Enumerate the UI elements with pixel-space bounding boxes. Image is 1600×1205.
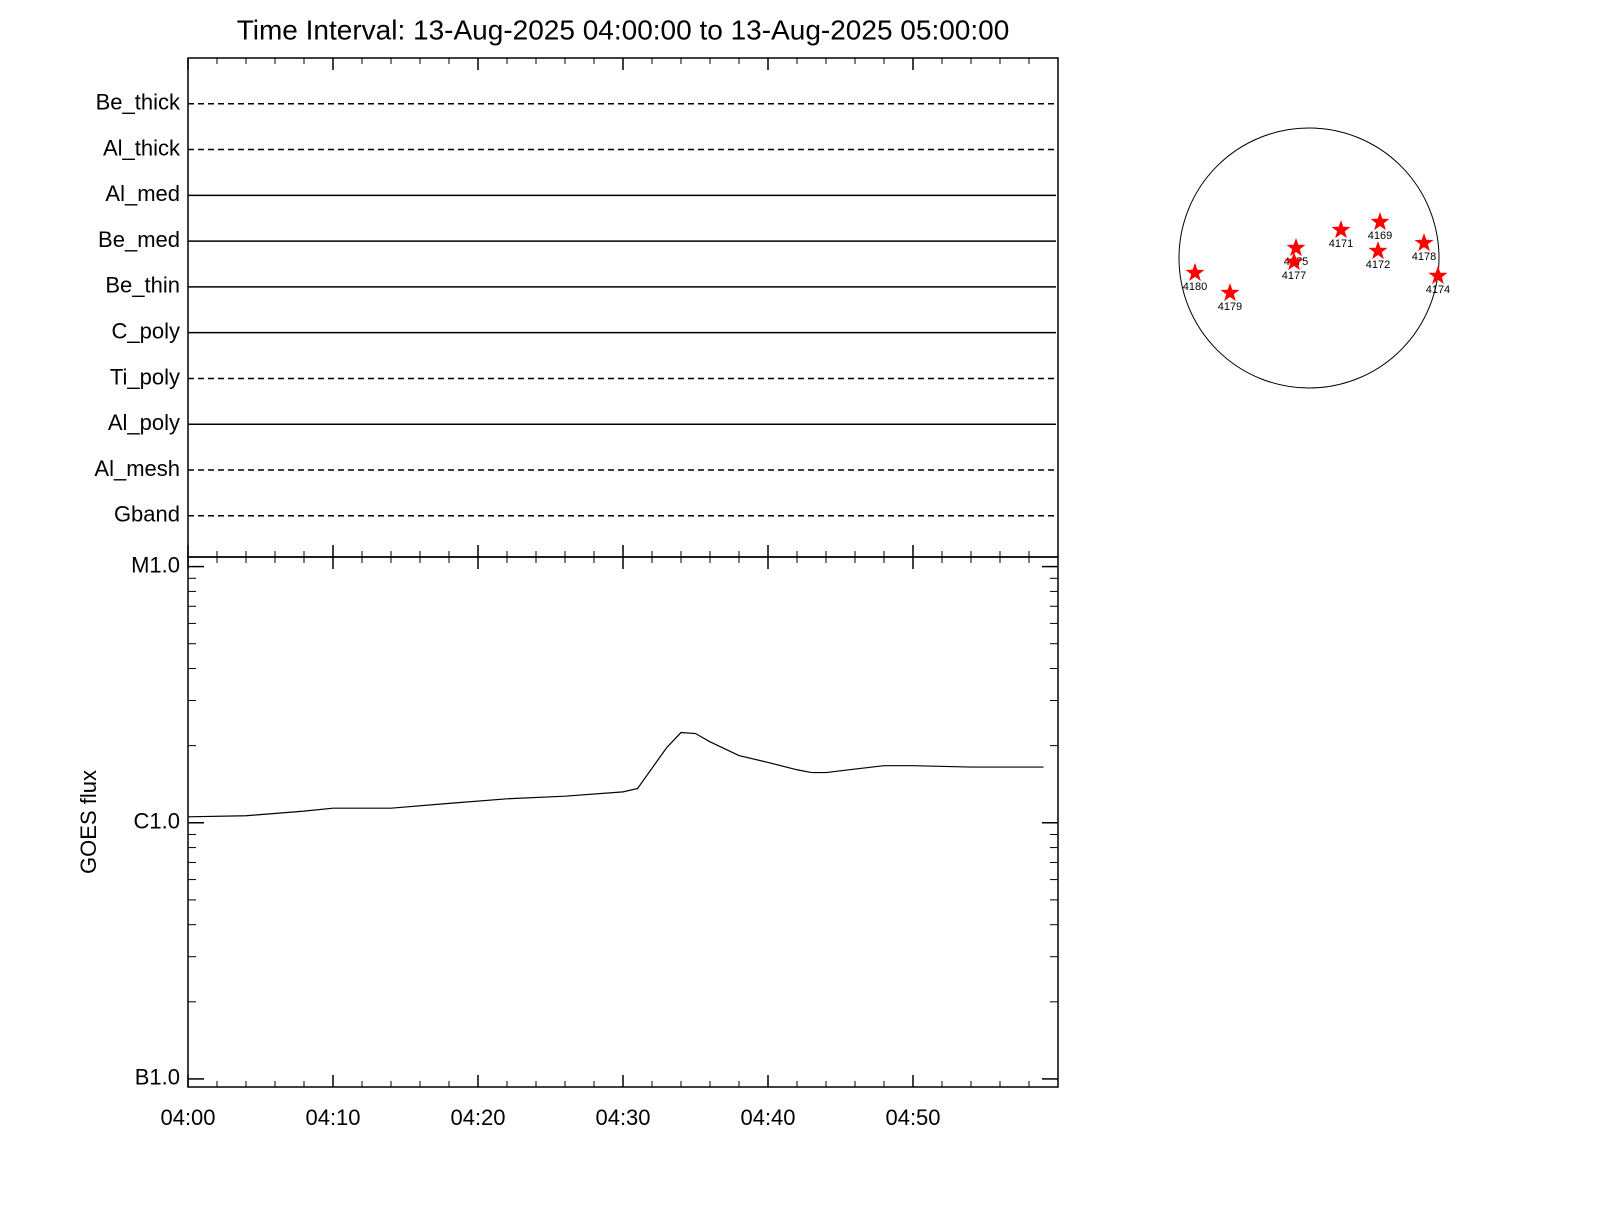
filter-label: C_poly [112,318,180,343]
filter-label: Al_poly [108,410,180,435]
filter-label: Be_thin [105,273,180,298]
y-axis-label: GOES flux [76,770,101,874]
region-star [1370,212,1390,231]
region-label: 4179 [1218,301,1242,313]
x-tick-label: 04:10 [305,1105,360,1130]
solar-disk [1178,127,1440,389]
region-star [1220,283,1240,302]
region-star [1331,220,1351,239]
region-label: 4178 [1412,251,1436,263]
x-tick-label: 04:00 [160,1105,215,1130]
y-tick-label: C1.0 [134,809,180,834]
flux-line [187,731,1044,818]
region-star [1286,238,1306,257]
region-label: 4180 [1183,281,1207,293]
x-tick-label: 04:30 [595,1105,650,1130]
filter-label: Al_mesh [94,456,180,481]
region-star [1284,252,1304,271]
region-label: 4171 [1329,238,1353,250]
filter-label: Ti_poly [110,364,180,389]
x-tick-label: 04:40 [740,1105,795,1130]
y-tick-label: M1.0 [131,552,180,577]
region-label: 4174 [1426,284,1450,296]
x-tick-label: 04:20 [450,1105,505,1130]
filter-label: Gband [114,502,180,527]
filter-label: Be_thick [96,90,181,115]
filter-label: Al_med [105,181,180,206]
region-label: 4169 [1368,230,1392,242]
region-star [1414,233,1434,252]
x-tick-label: 04:50 [885,1105,940,1130]
region-label: 4177 [1282,270,1306,282]
filter-label: Be_med [98,227,180,252]
region-label: 4172 [1366,259,1390,271]
region-star [1368,241,1388,260]
chart-title: Time Interval: 13-Aug-2025 04:00:00 to 1… [237,14,1010,45]
region-star [1185,262,1205,281]
region-star [1428,265,1448,284]
y-tick-label: B1.0 [135,1065,180,1090]
filter-label: Al_thick [103,135,181,160]
